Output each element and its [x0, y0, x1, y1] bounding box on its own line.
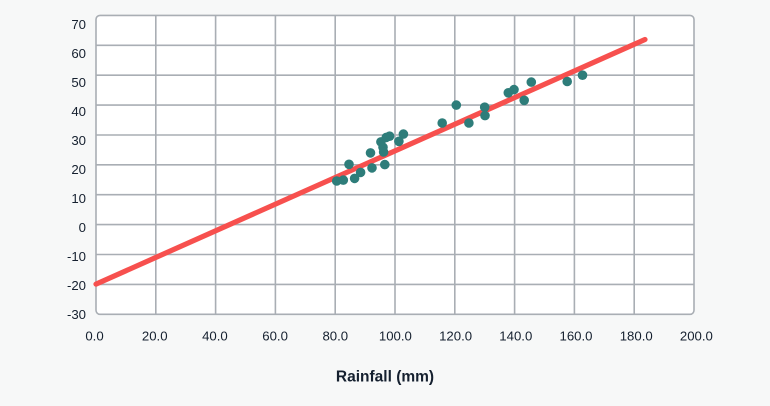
svg-text:180.0: 180.0: [620, 328, 653, 343]
svg-text:200.0: 200.0: [680, 328, 713, 343]
svg-text:80.0: 80.0: [322, 328, 348, 343]
svg-text:140.0: 140.0: [499, 328, 532, 343]
svg-text:20: 20: [71, 162, 86, 177]
svg-text:0: 0: [79, 220, 86, 235]
svg-text:30: 30: [71, 133, 86, 148]
svg-text:-30: -30: [67, 307, 86, 322]
svg-text:-10: -10: [67, 249, 86, 264]
svg-text:160.0: 160.0: [559, 328, 592, 343]
svg-text:50: 50: [71, 75, 86, 90]
svg-text:60.0: 60.0: [262, 328, 288, 343]
svg-text:100.0: 100.0: [379, 328, 412, 343]
svg-text:40.0: 40.0: [202, 328, 228, 343]
svg-text:20.0: 20.0: [142, 328, 168, 343]
svg-text:70: 70: [71, 17, 86, 32]
svg-text:120.0: 120.0: [439, 328, 472, 343]
svg-text:40: 40: [71, 104, 86, 119]
svg-text:Rainfall (mm): Rainfall (mm): [336, 369, 434, 386]
svg-text:10: 10: [71, 191, 86, 206]
svg-text:60: 60: [71, 46, 86, 61]
svg-text:0.0: 0.0: [85, 328, 103, 343]
svg-text:-20: -20: [67, 278, 86, 293]
